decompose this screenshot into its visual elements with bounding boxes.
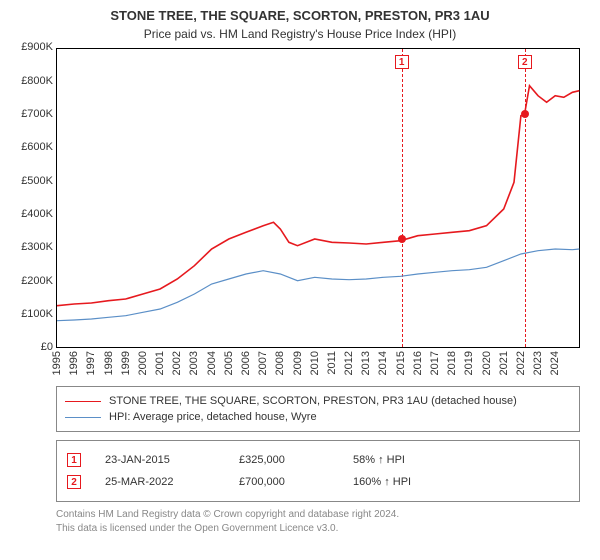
x-tick-label: 1997	[85, 351, 97, 375]
x-tick-label: 2010	[309, 351, 321, 375]
legend-swatch	[65, 401, 101, 402]
x-tick-label: 2000	[137, 351, 149, 375]
x-tick-label: 2018	[446, 351, 458, 375]
x-tick-label: 2007	[257, 351, 269, 375]
event-price: £700,000	[239, 476, 329, 488]
x-tick-label: 2019	[463, 351, 475, 375]
y-tick-label: £700K	[21, 108, 53, 120]
footnote-line2: This data is licensed under the Open Gov…	[56, 522, 590, 536]
legend-box: STONE TREE, THE SQUARE, SCORTON, PRESTON…	[56, 386, 580, 432]
x-tick-label: 2021	[498, 351, 510, 375]
x-tick-label: 2016	[412, 351, 424, 375]
x-tick-label: 2012	[343, 351, 355, 375]
events-box: 1 23-JAN-2015 £325,000 58% ↑ HPI 2 25-MAR-202…	[56, 440, 580, 502]
y-tick-label: £100K	[21, 308, 53, 320]
x-tick-label: 2009	[292, 351, 304, 375]
x-tick-label: 1999	[120, 351, 132, 375]
x-tick-label: 2023	[532, 351, 544, 375]
series-svg	[57, 49, 581, 349]
x-tick-label: 2003	[188, 351, 200, 375]
x-tick-label: 2017	[429, 351, 441, 375]
chart-area: £0£100K£200K£300K£400K£500K£600K£700K£80…	[56, 48, 580, 348]
y-tick-label: £200K	[21, 275, 53, 287]
x-tick-label: 1995	[51, 351, 63, 375]
event-date: 25-MAR-2022	[105, 476, 215, 488]
event-badge: 1	[67, 453, 81, 467]
event-price: £325,000	[239, 454, 329, 466]
x-tick-label: 2002	[171, 351, 183, 375]
legend-label: HPI: Average price, detached house, Wyre	[109, 411, 317, 423]
x-tick-label: 2001	[154, 351, 166, 375]
legend-row: STONE TREE, THE SQUARE, SCORTON, PRESTON…	[65, 393, 571, 409]
footnote-line1: Contains HM Land Registry data © Crown c…	[56, 508, 590, 522]
x-tick-label: 1996	[68, 351, 80, 375]
event-date: 23-JAN-2015	[105, 454, 215, 466]
y-tick-label: £800K	[21, 75, 53, 87]
x-tick-label: 2015	[395, 351, 407, 375]
event-row: 1 23-JAN-2015 £325,000 58% ↑ HPI	[67, 449, 569, 471]
footnote: Contains HM Land Registry data © Crown c…	[56, 508, 590, 535]
plot-box: £0£100K£200K£300K£400K£500K£600K£700K£80…	[56, 48, 580, 348]
x-tick-label: 2020	[481, 351, 493, 375]
chart-subtitle: Price paid vs. HM Land Registry's House …	[10, 27, 590, 43]
y-tick-label: £900K	[21, 41, 53, 53]
chart-title: STONE TREE, THE SQUARE, SCORTON, PRESTON…	[10, 8, 590, 25]
y-tick-label: £400K	[21, 208, 53, 220]
x-tick-label: 1998	[103, 351, 115, 375]
event-delta: 58% ↑ HPI	[353, 454, 405, 466]
event-point	[398, 235, 406, 243]
x-tick-label: 2022	[515, 351, 527, 375]
event-delta: 160% ↑ HPI	[353, 476, 411, 488]
event-badge: 2	[67, 475, 81, 489]
event-point	[521, 110, 529, 118]
x-tick-label: 2006	[240, 351, 252, 375]
legend-row: HPI: Average price, detached house, Wyre	[65, 409, 571, 425]
y-tick-label: £600K	[21, 141, 53, 153]
x-tick-label: 2013	[360, 351, 372, 375]
legend-swatch	[65, 417, 101, 418]
series-hpi	[57, 249, 579, 321]
y-tick-label: £300K	[21, 241, 53, 253]
x-tick-label: 2005	[223, 351, 235, 375]
x-tick-label: 2011	[326, 351, 338, 375]
x-tick-label: 2004	[206, 351, 218, 375]
x-tick-label: 2008	[274, 351, 286, 375]
x-tick-label: 2014	[377, 351, 389, 375]
legend-label: STONE TREE, THE SQUARE, SCORTON, PRESTON…	[109, 395, 517, 407]
x-tick-label: 2024	[549, 351, 561, 375]
y-tick-label: £500K	[21, 175, 53, 187]
event-row: 2 25-MAR-2022 £700,000 160% ↑ HPI	[67, 471, 569, 493]
series-price_paid	[57, 86, 579, 306]
